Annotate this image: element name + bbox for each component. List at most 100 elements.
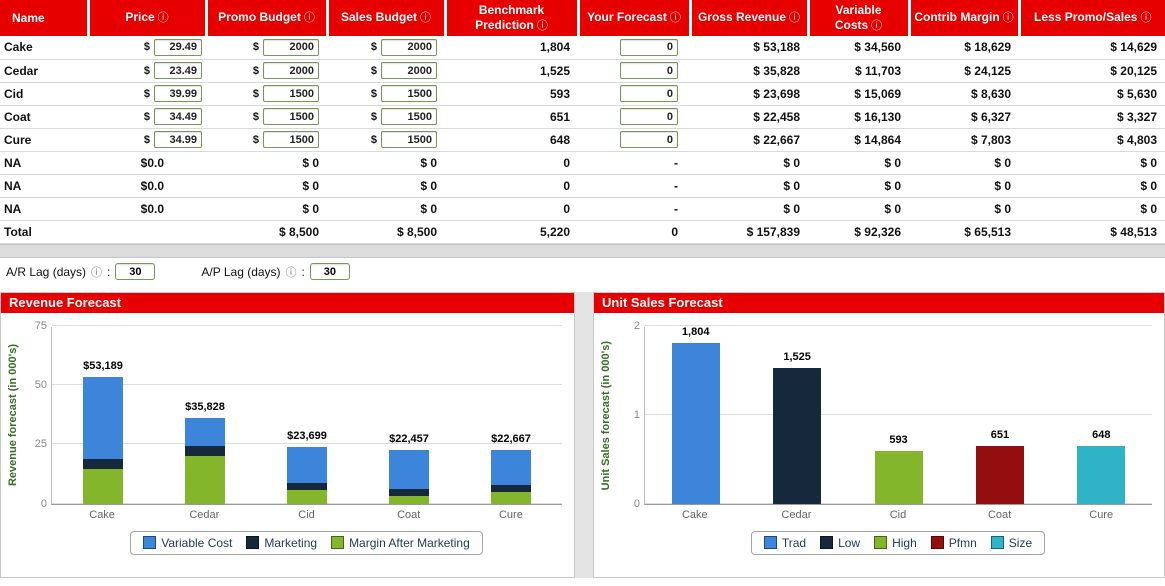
legend-item-size: Size	[990, 535, 1033, 550]
sales-budget-input[interactable]	[381, 62, 437, 79]
info-icon[interactable]: ⓘ	[1002, 12, 1014, 25]
dollar-sign: $	[143, 87, 150, 100]
bar-segment-variable-cost	[389, 450, 429, 489]
legend-swatch	[990, 536, 1004, 549]
legend-item-margin-after-marketing: Margin After Marketing	[331, 536, 470, 550]
price-cell: $	[88, 36, 206, 60]
gross-revenue-value: $ 0	[690, 174, 808, 198]
sales-budget-value: $ 0	[327, 151, 445, 175]
your-forecast-input[interactable]	[620, 131, 678, 148]
promo-budget-cell: $	[206, 36, 327, 60]
column-header-benchmark-prediction: Benchmark Prediction ⓘ	[445, 0, 580, 36]
promo-budget-value: $ 8,500	[206, 220, 327, 244]
dollar-sign: $	[143, 110, 150, 123]
info-icon[interactable]: ⓘ	[303, 12, 315, 25]
promo-budget-input[interactable]	[263, 62, 319, 79]
price-input[interactable]	[154, 85, 202, 102]
sales-budget-input[interactable]	[381, 108, 437, 125]
sales-budget-input[interactable]	[381, 131, 437, 148]
your-forecast-value: -	[578, 174, 690, 198]
legend-label: Low	[838, 535, 861, 550]
dollar-sign: $	[143, 41, 150, 54]
info-icon[interactable]: ⓘ	[536, 19, 548, 32]
sales-budget-input[interactable]	[381, 38, 437, 56]
your-forecast-input[interactable]	[620, 62, 678, 79]
dollar-sign: $	[252, 41, 259, 54]
promo-budget-input[interactable]	[263, 38, 319, 56]
benchmark-prediction-value: 593	[445, 82, 578, 106]
info-icon[interactable]: ⓘ	[285, 266, 297, 279]
your-forecast-input[interactable]	[620, 38, 678, 56]
legend-swatch	[246, 536, 260, 549]
sales-budget-cell: $	[327, 128, 445, 152]
y-axis-label-column: Unit Sales forecast (in 000's)	[594, 313, 618, 505]
your-forecast-input[interactable]	[620, 85, 678, 102]
bar-value-label: 1,804	[681, 325, 710, 338]
info-icon[interactable]: ⓘ	[420, 12, 432, 25]
benchmark-prediction-value: 648	[445, 128, 578, 152]
promo-budget-input[interactable]	[263, 108, 319, 125]
sales-budget-value: $ 8,500	[327, 220, 445, 244]
revenue-legend-row: Variable Cost Marketing Margin After Marke…	[51, 530, 562, 555]
table-row: Cid $ $ $593 $ 23,698$ 15,069$ 8,630$ 5,630	[0, 82, 1165, 106]
variable-costs-value: $ 16,130	[808, 105, 909, 129]
sales-budget-cell: $	[327, 105, 445, 129]
bar-value-label: 648	[1092, 428, 1111, 441]
ar-lag-input[interactable]	[115, 263, 156, 280]
row-name: Total	[0, 220, 88, 244]
column-header-variable-costs: Variable Costs ⓘ	[808, 0, 911, 36]
x-axis-category-label: Coat	[397, 508, 421, 521]
forecast-table: Name Price ⓘ Promo Budget ⓘ Sales Budget ⓘ Benc…	[0, 0, 1165, 244]
benchmark-prediction-value: 0	[445, 174, 578, 198]
bar	[389, 450, 429, 504]
row-name: Cedar	[0, 59, 88, 83]
table-horizontal-scrollbar[interactable]	[0, 243, 1165, 258]
legend-swatch	[820, 536, 834, 549]
price-input[interactable]	[154, 38, 202, 56]
info-icon[interactable]: ⓘ	[871, 19, 883, 32]
info-icon[interactable]: ⓘ	[669, 12, 681, 25]
bar	[1077, 445, 1126, 504]
bar-segment-margin-after-marketing	[83, 468, 123, 504]
y-axis-label-column: Revenue forecast (in 000's)	[1, 313, 25, 505]
gross-revenue-value: $ 53,188	[690, 36, 808, 60]
bar-segment-low	[773, 367, 822, 504]
ap-lag-input[interactable]	[309, 263, 350, 280]
price-input[interactable]	[154, 62, 202, 79]
variable-costs-value: $ 34,560	[808, 36, 909, 60]
charts-area: Revenue Forecast Revenue forecast (in 00…	[0, 291, 1165, 578]
gross-revenue-value: $ 0	[690, 197, 808, 221]
legend-label: Size	[1008, 535, 1033, 550]
bar	[773, 367, 822, 504]
legend-item-marketing: Marketing	[246, 536, 317, 550]
promo-budget-input[interactable]	[263, 85, 319, 102]
price-value: $0.0	[88, 174, 206, 198]
sales-budget-input[interactable]	[381, 85, 437, 102]
promo-budget-cell: $	[206, 105, 327, 129]
price-cell: $	[88, 82, 206, 106]
your-forecast-input[interactable]	[620, 108, 678, 125]
y-tick-label: 25	[34, 438, 47, 451]
benchmark-prediction-value: 1,525	[445, 59, 578, 83]
promo-budget-input[interactable]	[263, 131, 319, 148]
info-icon[interactable]: ⓘ	[91, 266, 103, 279]
info-icon[interactable]: ⓘ	[789, 12, 801, 25]
less-promo-sales-value: $ 14,629	[1019, 36, 1165, 60]
row-name: NA	[0, 174, 88, 198]
price-input[interactable]	[154, 131, 202, 148]
legend-item-pfmn: Pfmn	[930, 536, 977, 550]
bar-segment-variable-cost	[83, 377, 123, 460]
revenue-chart-main: 0 25 50 75 $53,189 $35,828 $23,699 $22,457 $22,6…	[25, 313, 574, 577]
table-row: NA $0.0 $ 0 $ 0 0- $ 0 $ 0 $ 0 $ 0	[0, 151, 1165, 175]
bar-segment-variable-cost	[287, 447, 327, 484]
info-icon[interactable]: ⓘ	[157, 12, 169, 25]
unit-sales-chart-title: Unit Sales Forecast	[594, 292, 1164, 313]
column-header-label: Less Promo/Sales	[1034, 10, 1138, 25]
table-header-row: Name Price ⓘ Promo Budget ⓘ Sales Budget ⓘ Benc…	[0, 0, 1165, 36]
bar-segment-margin-after-marketing	[389, 495, 429, 504]
x-axis-category-label: Coat	[987, 508, 1012, 521]
y-tick-label: 1	[633, 408, 640, 421]
price-input[interactable]	[154, 108, 202, 125]
y-tick-label: 50	[34, 378, 47, 391]
info-icon[interactable]: ⓘ	[1140, 12, 1152, 25]
